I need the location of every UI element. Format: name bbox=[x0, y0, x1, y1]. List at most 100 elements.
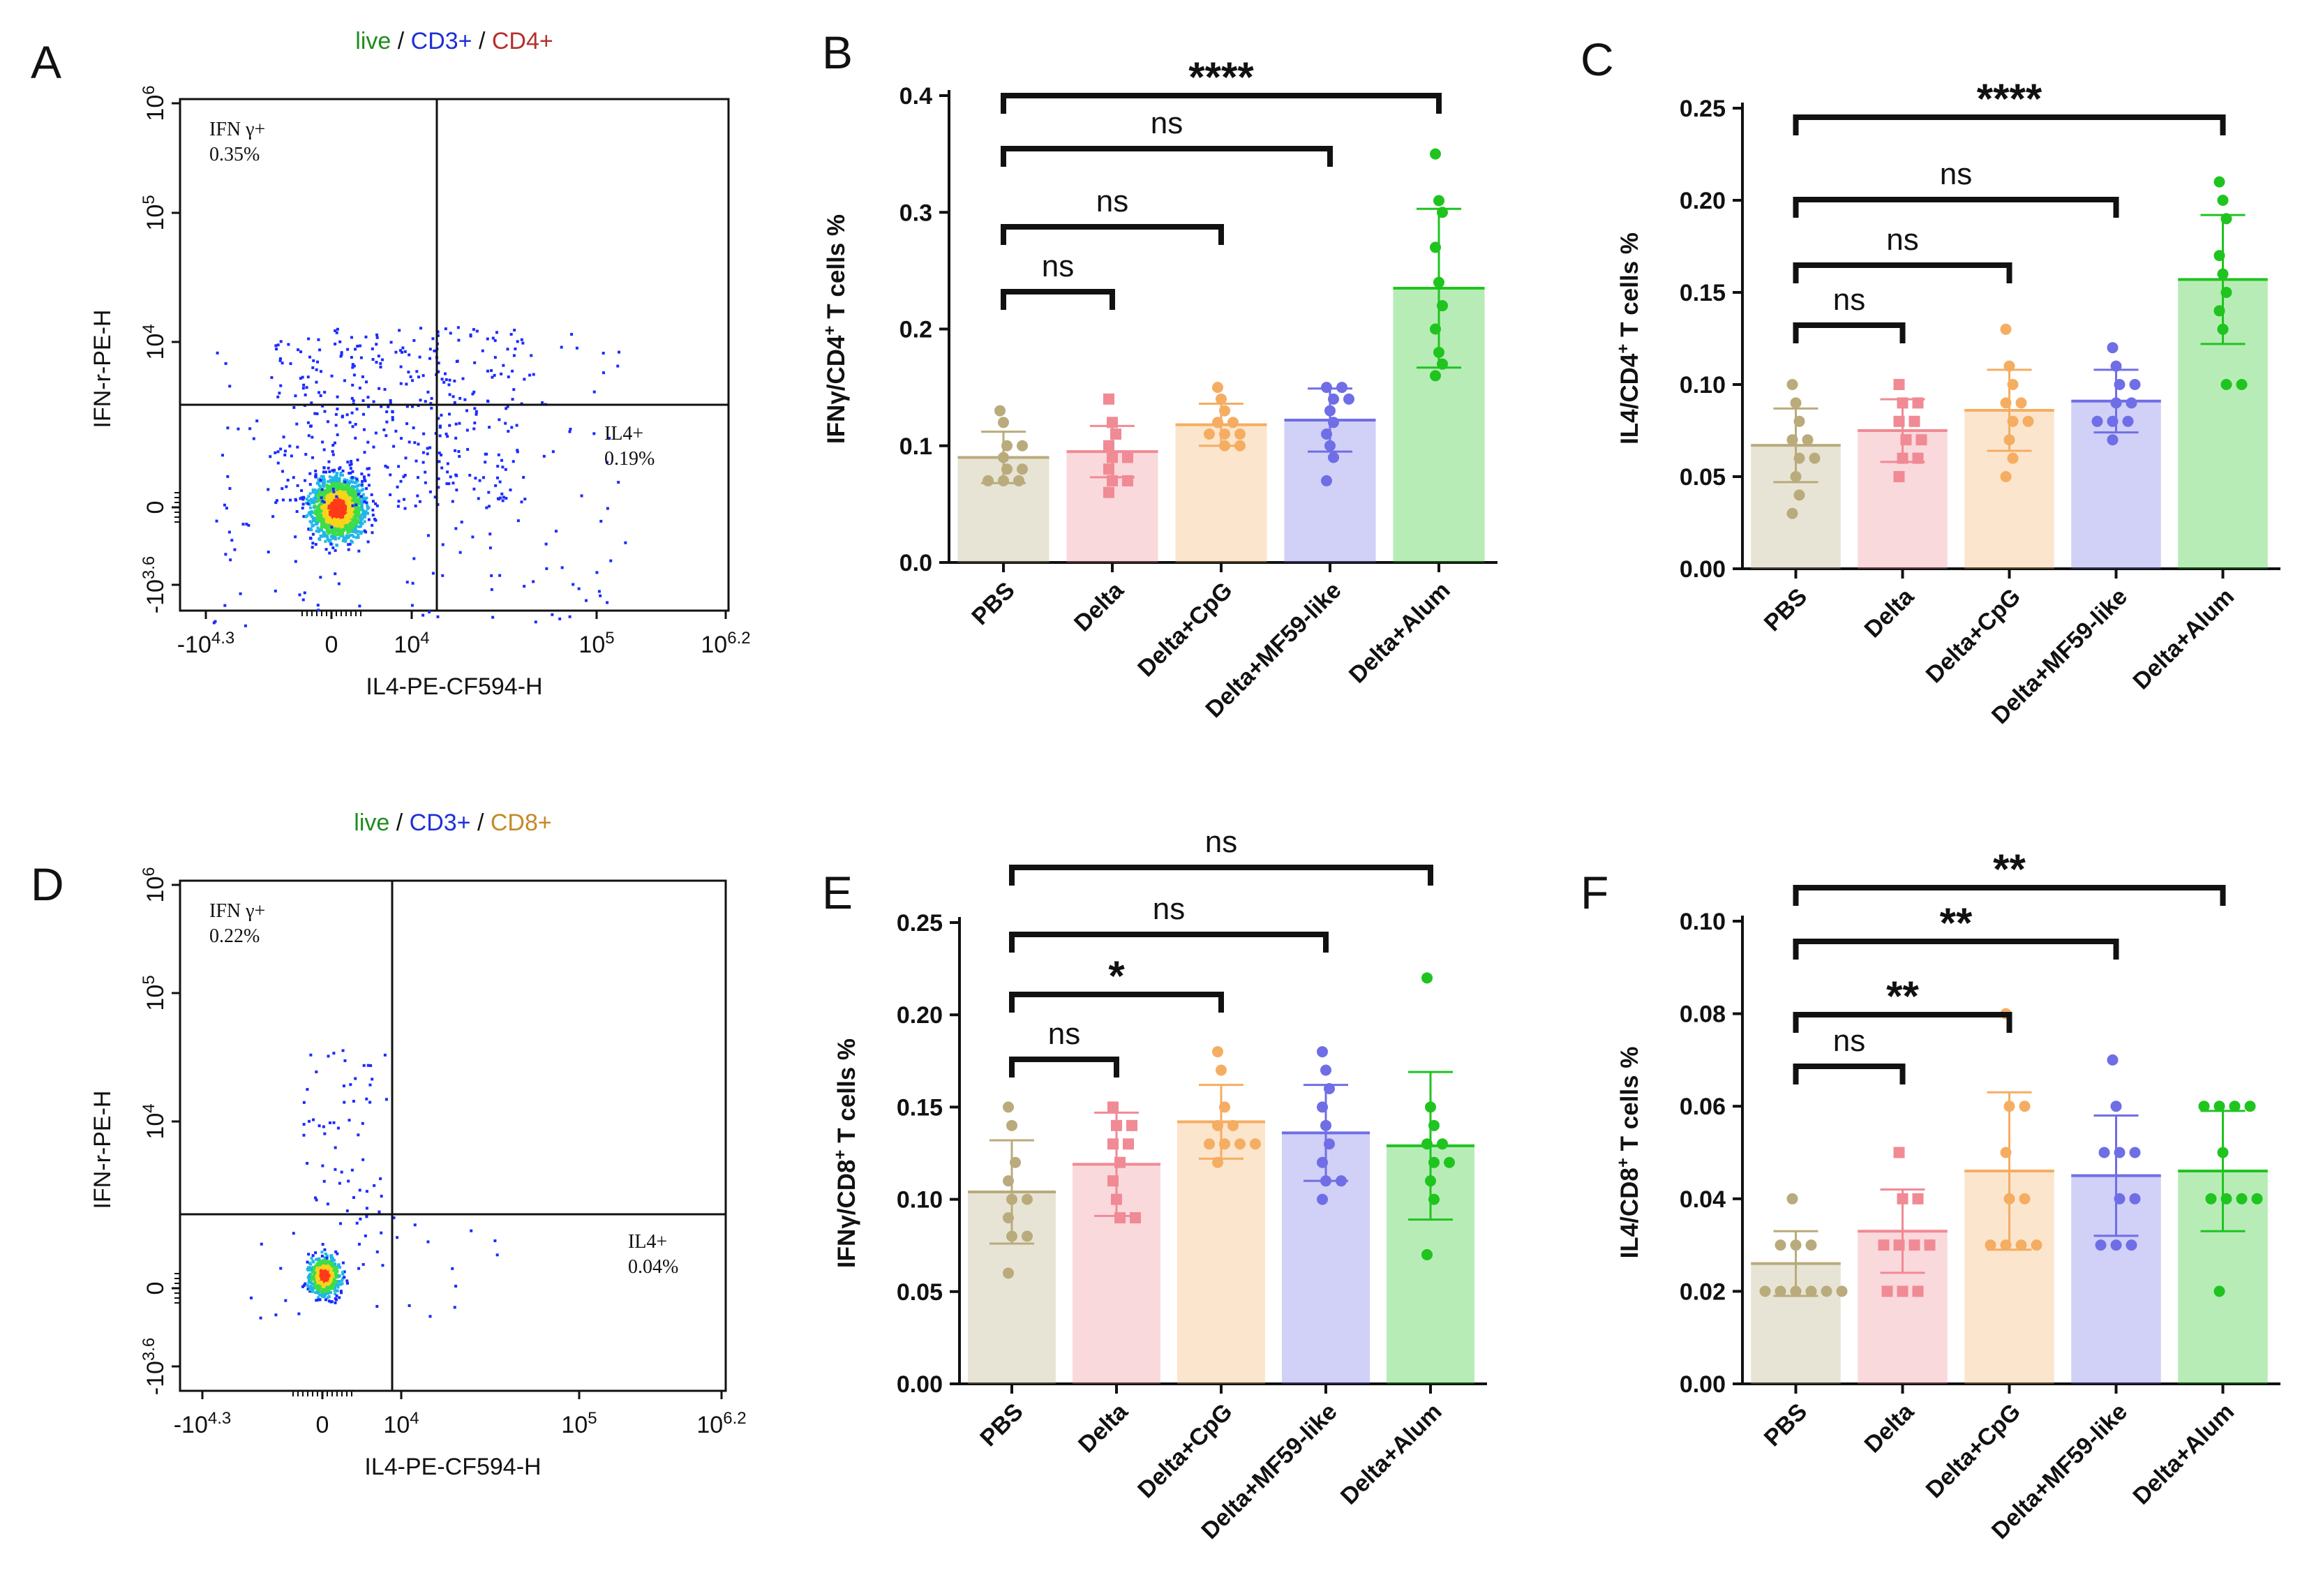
tick-exponent: 4.3 bbox=[208, 1409, 231, 1428]
event-dot bbox=[347, 485, 350, 489]
tick-exponent: 5 bbox=[140, 975, 158, 984]
significance-bracket bbox=[1009, 1057, 1119, 1077]
event-dot bbox=[352, 373, 356, 377]
event-dot bbox=[349, 1083, 352, 1087]
event-dot bbox=[599, 519, 603, 523]
event-dot bbox=[317, 338, 320, 341]
event-dot bbox=[322, 525, 326, 528]
event-dot bbox=[346, 491, 350, 495]
x-tick-label: Delta+CpG bbox=[1921, 583, 2026, 688]
event-dot bbox=[580, 494, 583, 498]
data-point-delta-cpg bbox=[2003, 1101, 2015, 1112]
data-point-pbs bbox=[1006, 1193, 1017, 1205]
y-label-rest: T cells % bbox=[1616, 1047, 1643, 1158]
event-dot bbox=[361, 375, 364, 378]
event-dot bbox=[366, 396, 370, 399]
data-point-delta-alum bbox=[2236, 1193, 2248, 1205]
event-dot bbox=[315, 380, 318, 384]
event-dot bbox=[276, 450, 280, 454]
event-dot bbox=[345, 508, 348, 512]
event-dot bbox=[312, 1287, 315, 1290]
event-dot bbox=[446, 470, 449, 474]
event-dot bbox=[338, 525, 341, 529]
event-dot bbox=[438, 460, 441, 463]
event-dot bbox=[514, 347, 517, 350]
event-dot bbox=[331, 537, 335, 540]
event-dot bbox=[337, 516, 341, 519]
data-point-delta bbox=[1912, 1285, 1924, 1297]
event-dot bbox=[324, 526, 327, 530]
event-dot bbox=[338, 477, 341, 480]
data-point-delta bbox=[1110, 428, 1121, 440]
event-dot bbox=[307, 434, 311, 438]
event-dot bbox=[310, 1289, 313, 1292]
gating-live: live bbox=[354, 810, 389, 836]
event-dot bbox=[430, 396, 433, 400]
event-dot bbox=[455, 489, 458, 492]
event-dot bbox=[351, 383, 354, 387]
data-point-delta-mf59-like bbox=[2114, 1147, 2126, 1158]
event-dot bbox=[321, 535, 324, 538]
data-point-delta-mf59-like bbox=[1320, 1064, 1331, 1076]
data-point-pbs bbox=[1786, 379, 1798, 390]
event-dot bbox=[317, 481, 320, 484]
event-dot bbox=[375, 1250, 379, 1253]
event-dot bbox=[451, 1267, 454, 1270]
event-dot bbox=[294, 498, 298, 502]
event-dot bbox=[322, 507, 325, 510]
significance-label: * bbox=[1108, 953, 1125, 999]
data-point-pbs bbox=[1010, 1156, 1021, 1168]
significance-label: ns bbox=[1833, 1024, 1865, 1058]
x-tick-label: 104 bbox=[394, 629, 429, 659]
event-dot bbox=[327, 1260, 331, 1263]
event-dot bbox=[363, 529, 366, 532]
event-dot bbox=[389, 493, 392, 496]
data-point-pbs bbox=[998, 417, 1009, 428]
event-dot bbox=[530, 354, 533, 357]
data-point-delta-alum bbox=[1433, 276, 1444, 288]
event-dot bbox=[355, 511, 359, 514]
y-label-main: IFNγ/CD8 bbox=[833, 1159, 860, 1268]
event-dot bbox=[306, 421, 310, 424]
event-dot bbox=[328, 502, 331, 506]
event-dot bbox=[438, 452, 441, 455]
event-dot bbox=[317, 478, 320, 482]
event-dot bbox=[314, 475, 318, 479]
event-dot bbox=[541, 401, 544, 404]
event-dot bbox=[471, 392, 475, 396]
event-dot bbox=[509, 333, 513, 336]
event-dot bbox=[301, 387, 305, 390]
event-dot bbox=[310, 514, 313, 518]
data-point-delta-mf59-like bbox=[2114, 379, 2126, 390]
event-dot bbox=[315, 1265, 318, 1268]
event-dot bbox=[317, 609, 320, 612]
event-dot bbox=[380, 1195, 383, 1198]
event-dot bbox=[348, 528, 352, 532]
event-dot bbox=[352, 488, 355, 491]
data-point-pbs bbox=[1805, 1239, 1817, 1251]
event-dot bbox=[310, 1278, 313, 1282]
y-tick-label: 0.10 bbox=[1680, 909, 1726, 935]
data-point-delta-cpg bbox=[2000, 1147, 2012, 1158]
event-dot bbox=[332, 494, 336, 498]
event-dot bbox=[323, 1248, 327, 1251]
event-dot bbox=[440, 453, 443, 456]
event-dot bbox=[366, 440, 370, 444]
event-dot bbox=[472, 427, 476, 431]
event-dot bbox=[399, 349, 403, 352]
event-dot bbox=[335, 1294, 338, 1297]
event-dot bbox=[241, 523, 245, 526]
event-dot bbox=[350, 336, 353, 339]
event-dot bbox=[454, 422, 458, 426]
event-dot bbox=[411, 379, 414, 382]
event-dot bbox=[371, 347, 374, 350]
event-dot bbox=[418, 500, 421, 503]
data-point-delta-cpg bbox=[1212, 417, 1223, 428]
data-point-delta-mf59-like bbox=[2126, 1239, 2137, 1251]
event-dot bbox=[448, 424, 451, 427]
event-dot bbox=[338, 482, 341, 485]
data-point-delta-alum bbox=[2236, 379, 2248, 390]
event-dot bbox=[426, 447, 429, 450]
y-tick-label: 0.00 bbox=[1680, 1371, 1726, 1398]
